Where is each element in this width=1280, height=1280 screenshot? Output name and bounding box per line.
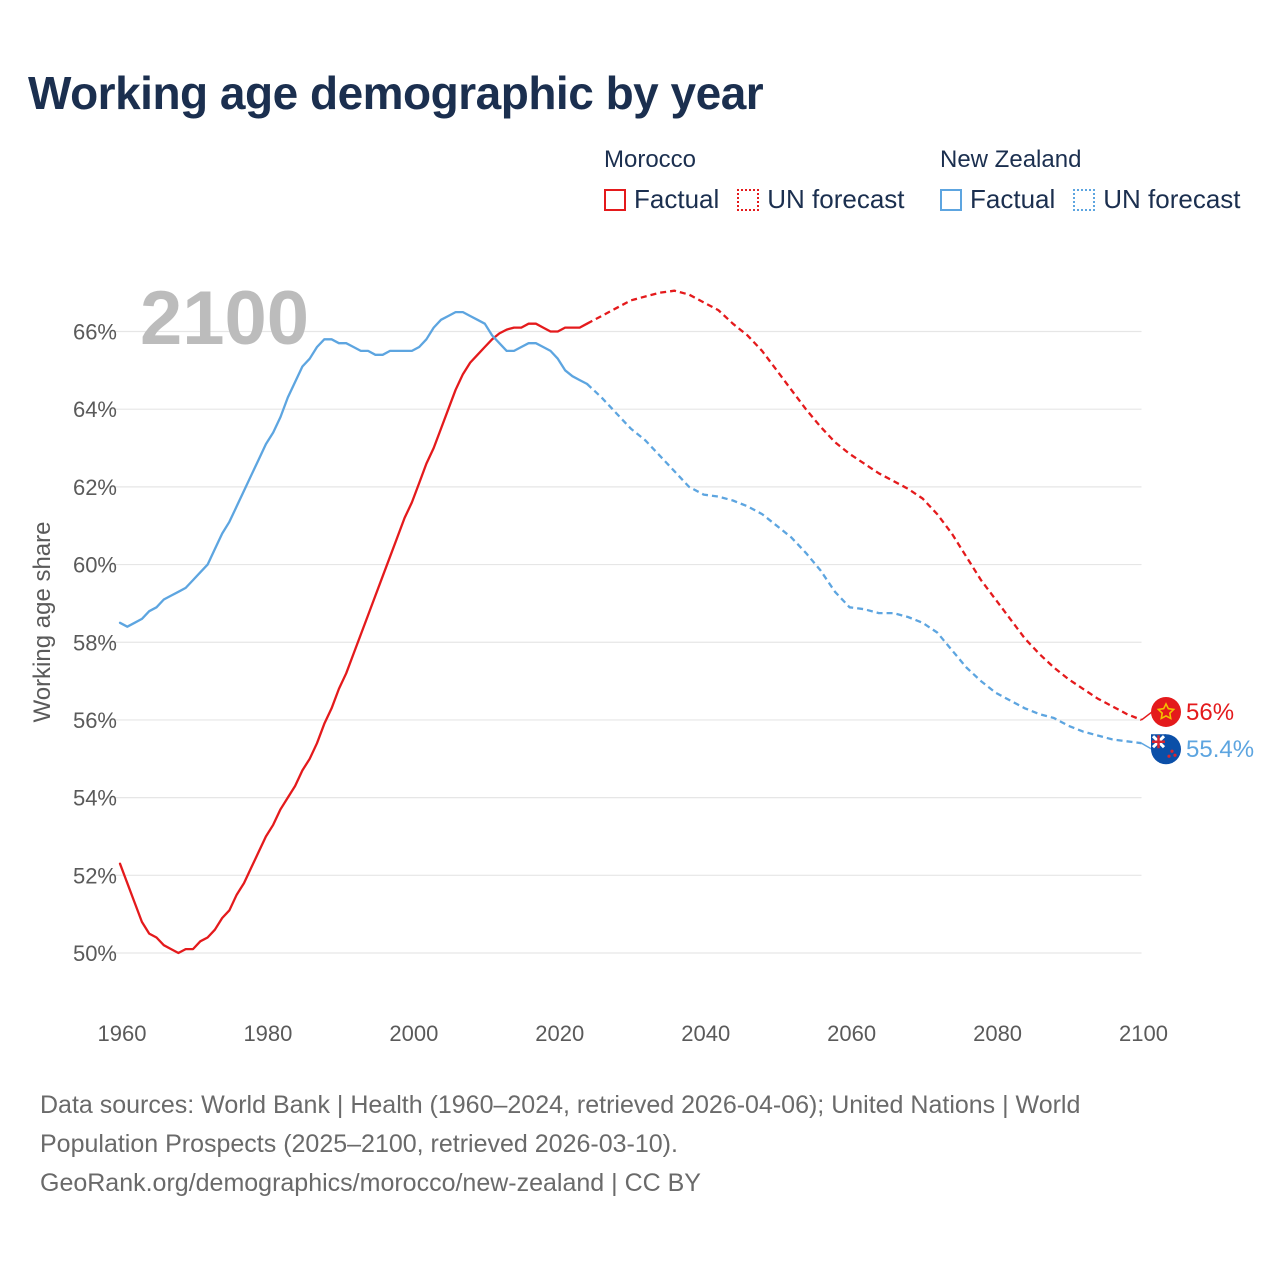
year-watermark: 2100 [140,276,309,361]
new-zealand-end-connector [1141,742,1153,750]
y-tick-label: 54% [73,786,117,811]
x-tick-label: 1980 [243,1021,292,1046]
sources-line-3[interactable]: GeoRank.org/demographics/morocco/new-zea… [40,1169,701,1197]
end-markers: 56% 55.4% [1141,696,1254,765]
morocco-flag-icon [1151,696,1181,727]
legend-label: Factual [970,184,1056,214]
x-tick-label: 2080 [973,1021,1022,1046]
y-axis-ticks: 50% 52% 54% 56% 58% 60% 62% 64% 66% [73,320,117,967]
legend-morocco-forecast[interactable]: UN forecast [737,184,905,215]
legend-morocco-factual[interactable]: Factual [604,184,719,215]
morocco-end-connector [1141,711,1153,721]
morocco-factual-line[interactable] [118,322,589,955]
sources-line-2: Population Prospects (2025–2100, retriev… [40,1130,678,1158]
line-chart: 2100 Working age share 50% 52% 54% 56% 58% 60… [29,276,1254,1046]
y-axis-label: Working age share [29,522,56,723]
y-tick-label: 60% [73,553,117,578]
legend-swatch-dotted [1073,188,1096,211]
chart-title: Working age demographic by year [28,67,764,119]
x-tick-label: 2020 [535,1021,584,1046]
x-axis-ticks: 1960 1980 2000 2020 2040 2060 2080 2100 [98,1021,1168,1046]
legend-label: UN forecast [767,184,905,214]
new-zealand-flag-icon [1151,734,1181,765]
y-tick-label: 52% [73,863,117,888]
legend-new-zealand-forecast[interactable]: UN forecast [1073,184,1241,215]
y-tick-label: 50% [73,941,117,966]
y-tick-label: 66% [73,320,117,345]
legend-morocco-name: Morocco [604,146,697,173]
x-tick-label: 1960 [98,1021,147,1046]
morocco-end-label: 56% [1186,699,1234,726]
series-lines [118,289,1142,955]
x-tick-label: 2060 [827,1021,876,1046]
y-tick-label: 64% [73,397,117,422]
legend-morocco: Morocco Factual UN forecast [604,146,905,215]
y-tick-label: 62% [73,475,117,500]
legend-swatch-dotted [737,188,760,211]
new-zealand-factual-line[interactable] [118,310,589,628]
x-tick-label: 2040 [681,1021,730,1046]
morocco-forecast-line[interactable] [586,289,1142,721]
legend-new-zealand-factual[interactable]: Factual [940,184,1055,215]
legend-label: Factual [634,184,720,214]
new-zealand-end-label: 55.4% [1186,736,1254,763]
sources-line-1: Data sources: World Bank | Health (1960–… [40,1091,1081,1119]
legend-new-zealand-name: New Zealand [940,146,1082,173]
legend-new-zealand: New Zealand Factual UN forecast [940,146,1241,215]
data-sources: Data sources: World Bank | Health (1960–… [40,1086,1160,1203]
legend-swatch-solid [940,188,962,211]
legend-swatch-solid [604,188,626,211]
x-tick-label: 2000 [389,1021,438,1046]
y-tick-label: 56% [73,708,117,733]
new-zealand-forecast-line[interactable] [586,383,1142,745]
x-tick-label: 2100 [1119,1021,1168,1046]
y-tick-label: 58% [73,630,117,655]
legend-label: UN forecast [1103,184,1241,214]
grid-lines [108,330,1142,954]
